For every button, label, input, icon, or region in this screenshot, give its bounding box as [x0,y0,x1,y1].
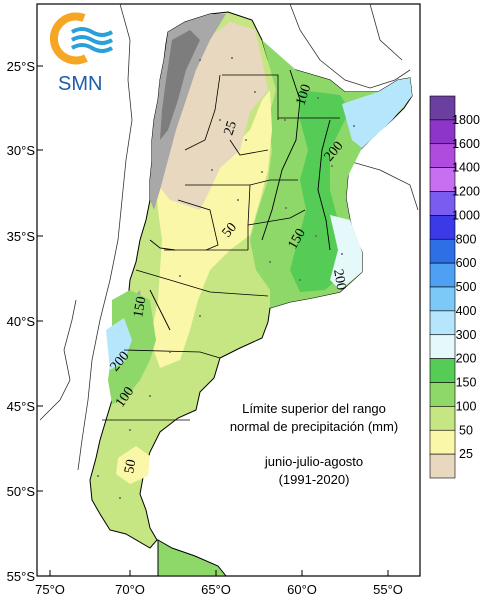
lat-label: 35°S [7,229,36,244]
contour-label: 50 [122,458,139,474]
legend-label: 1800 [452,113,480,127]
contour-lines [149,69,331,331]
legend-labels: 1800 1600 1400 1200 1000 800 600 500 400 300 200 15… [452,113,480,461]
contour-label: 25 [222,119,241,137]
caption-title-line1: Límite superior del rango [242,401,386,416]
legend-label: 800 [456,232,477,246]
caption-title-line2: normal de precipitación (mm) [230,419,398,434]
latitude-labels: 25°S 30°S 35°S 40°S 45°S 50°S 55°S [7,59,36,584]
legend-label: 1600 [452,137,480,151]
longitude-labels: 75°O 70°O 65°O 60°O 55°O [35,582,403,597]
legend-label: 200 [456,352,477,366]
legend [429,95,456,479]
legend-swatch [429,429,456,455]
legend-label: 1200 [452,185,480,199]
lat-label: 25°S [7,59,36,74]
caption: Límite superior del rango normal de prec… [230,401,398,487]
legend-swatch [429,406,456,431]
neighbor-borders [39,3,419,471]
lon-label: 55°O [373,582,403,597]
province-borders [102,74,340,421]
legend-label: 25 [459,447,473,461]
legend-swatch [429,453,456,479]
axis-ticks [37,65,389,576]
legend-label: 300 [456,328,477,342]
legend-label: 1000 [452,208,480,222]
legend-label: 100 [456,399,477,413]
lat-label: 40°S [7,314,36,329]
legend-swatch [429,238,456,264]
caption-period-line2: (1991-2020) [279,472,350,487]
legend-label: 1400 [452,161,480,175]
contour-label: 150 [131,295,149,318]
smn-logo-text: SMN [58,73,102,95]
legend-label: 50 [459,423,473,437]
legend-swatch [429,382,456,407]
lat-label: 45°S [7,399,36,414]
lon-label: 60°O [287,582,317,597]
legend-label: 500 [456,280,477,294]
caption-period-line1: junio-julio-agosto [264,454,363,469]
lat-label: 30°S [7,143,36,158]
legend-swatch [429,286,456,312]
lon-label: 75°O [35,582,65,597]
legend-swatch [429,262,456,288]
precip-zones [106,14,412,484]
legend-swatch [429,334,456,359]
legend-label: 400 [456,304,477,318]
smn-logo: SMN [49,12,114,95]
lon-label: 70°O [115,582,145,597]
legend-label: 600 [456,256,477,270]
legend-swatch [429,310,456,336]
legend-swatch [429,358,456,383]
lon-label: 65°O [201,582,231,597]
contour-label: 200 [330,268,348,291]
contour-label: 100 [294,83,315,108]
station-dots [97,57,355,499]
lat-label: 50°S [7,484,36,499]
lat-label: 55°S [7,569,36,584]
legend-label: 150 [456,376,477,390]
